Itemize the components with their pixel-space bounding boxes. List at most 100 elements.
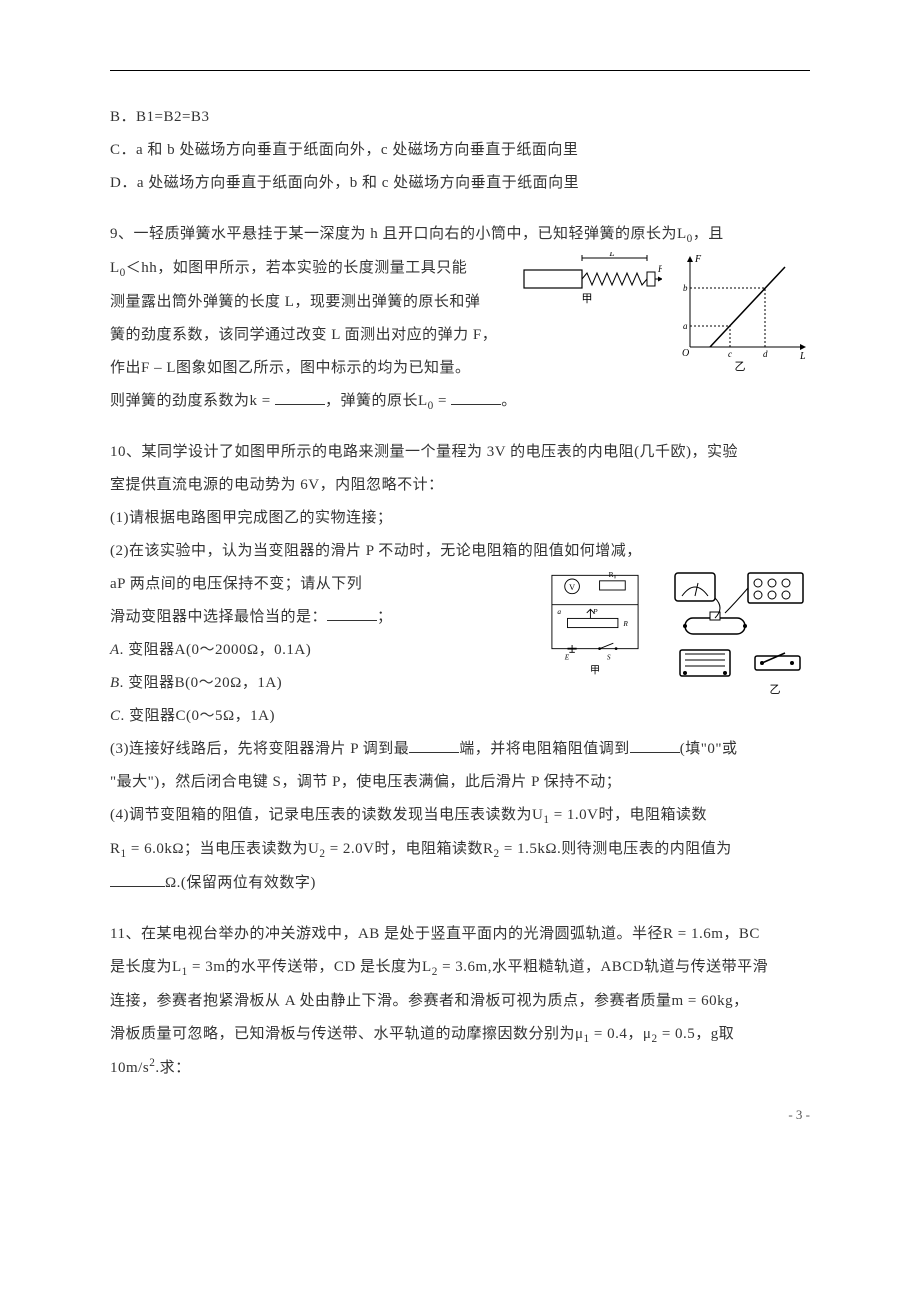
q10-p4a-mid: = 1.0V时，电阻箱读数	[549, 807, 707, 823]
q9-l2a: L	[110, 260, 120, 276]
q10-p2: (2)在该实验中，认为当变阻器的滑片 P 不动时，无论电阻箱的阻值如何增减，	[110, 535, 810, 568]
circuit-V: V	[569, 583, 575, 592]
graph-a: a	[683, 321, 688, 331]
q10-p4a: (4)调节变阻箱的阻值，记录电压表的读数发现当电压表读数为U1 = 1.0V时，…	[110, 799, 810, 833]
q9-figures: L F 甲	[522, 252, 810, 372]
q10-p3: (3)连接好线路后，先将变阻器滑片 P 调到最 端，并将电阻箱阻值调到 (填"0"或	[110, 733, 810, 766]
q10-mid2: 滑动变阻器中选择最恰当的是： ；	[110, 601, 530, 634]
circuit-P: P	[592, 607, 598, 616]
q9-intro-text: 9、一轻质弹簧水平悬挂于某一深度为 h 且开口向右的小筒中，已知轻弹簧的原长为L	[110, 226, 687, 242]
q10-blank-val	[630, 737, 680, 753]
q11-l1: 11、在某电视台举办的冲关游戏中，AB 是处于竖直平面内的光滑圆弧轨道。半径R …	[110, 918, 810, 951]
q9-fig-row: L F 甲	[522, 252, 810, 372]
q11-l5a: 10m/s	[110, 1060, 149, 1076]
q10-optA: AA. 变阻器A(0～2000Ω，0.1A). 变阻器A(0～2000Ω，0.1…	[110, 634, 530, 667]
q11-l2b: = 3m的水平传送带，CD 是长度为L	[188, 959, 432, 975]
graph-O: O	[682, 348, 689, 359]
q11-l4: 滑板质量可忽略，已知滑板与传送带、水平轨道的动摩擦因数分别为μ1 = 0.4，μ…	[110, 1018, 810, 1052]
q11-l4a: 滑板质量可忽略，已知滑板与传送带、水平轨道的动摩擦因数分别为μ	[110, 1026, 584, 1042]
option-B: B．B1=B2=B3	[110, 101, 810, 134]
graph-b: b	[683, 283, 688, 293]
graph-d: d	[763, 349, 768, 359]
q9-blank-L0	[451, 389, 501, 405]
q10-optB: B. 变阻器B(0～20Ω，1A)	[110, 667, 530, 700]
q11-l4c: = 0.5，g取	[658, 1026, 735, 1042]
q9-l6: 则弹簧的劲度系数为k = ，弹簧的原长L0 = 。	[110, 385, 810, 419]
q10-p4a-text: (4)调节变阻箱的阻值，记录电压表的读数发现当电压表读数为U	[110, 807, 543, 823]
q9-fig-jia-label: 甲	[582, 293, 593, 305]
q10-p4b-R: R	[110, 841, 121, 857]
q10-mid2a: 滑动变阻器中选择最恰当的是：	[110, 609, 327, 625]
q11-l2a: 是长度为L	[110, 959, 182, 975]
q11-l5-tail: .求：	[155, 1060, 190, 1076]
question-8-options: B．B1=B2=B3 C．a 和 b 处磁场方向垂直于纸面向外，c 处磁场方向垂…	[110, 101, 810, 200]
q10-p4b-tail: = 1.5kΩ.则待测电压表的内阻值为	[500, 841, 732, 857]
q10-mid1: aP 两点间的电压保持不变；请从下列	[110, 568, 530, 601]
q10-optC: C. 变阻器C(0～5Ω，1A)	[110, 700, 810, 733]
q11-l2: 是长度为L1 = 3m的水平传送带，CD 是长度为L2 = 3.6m,水平粗糙轨…	[110, 951, 810, 985]
q9-l6a: 则弹簧的劲度系数为k =	[110, 393, 275, 409]
q10-p4b: R1 = 6.0kΩ；当电压表读数为U2 = 2.0V时，电阻箱读数R2 = 1…	[110, 833, 810, 867]
graph-c: c	[728, 349, 732, 359]
q9-l6b: ，弹簧的原长L	[325, 393, 428, 409]
header-rule	[110, 70, 810, 71]
q10-p4b-mid2: = 2.0V时，电阻箱读数R	[325, 841, 493, 857]
q10-blank-rv	[110, 871, 165, 887]
q10-fig-jia-label: 甲	[590, 666, 600, 677]
q9-l3: 测量露出筒外弹簧的长度 L，现要测出弹簧的原长和弹	[110, 286, 512, 319]
q10-blank-rheostat	[327, 605, 377, 621]
q9-l5: 作出F – L图象如图乙所示，图中标示的均为已知量。	[110, 352, 512, 385]
q10-mid-row: aP 两点间的电压保持不变；请从下列 滑动变阻器中选择最恰当的是： ； AA. 变…	[110, 568, 810, 700]
question-10: 10、某同学设计了如图甲所示的电路来测量一个量程为 3V 的电压表的内电阻(几千…	[110, 436, 810, 900]
q10-l1: 10、某同学设计了如图甲所示的电路来测量一个量程为 3V 的电压表的内电阻(几千…	[110, 436, 810, 469]
option-D: D．a 处磁场方向垂直于纸面向外，b 和 c 处磁场方向垂直于纸面向里	[110, 167, 810, 200]
graph-fl-icon: O F L a b c d 乙	[670, 252, 810, 372]
page-number: - 3 -	[788, 1107, 810, 1123]
q9-l4: 簧的劲度系数，该同学通过改变 L 面测出对应的弹力 F，	[110, 319, 512, 352]
q11-l2c: = 3.6m,水平粗糙轨道，ABCD轨道与传送带平滑	[438, 959, 768, 975]
q10-p3a: (3)连接好线路后，先将变阻器滑片 P 调到最	[110, 741, 409, 757]
q9-intro: 9、一轻质弹簧水平悬挂于某一深度为 h 且开口向右的小筒中，已知轻弹簧的原长为L…	[110, 218, 810, 252]
q10-l2: 室提供直流电源的电动势为 6V，内阻忽略不计：	[110, 469, 810, 502]
q9-l2: L0＜hh，如图甲所示，若本实验的长度测量工具只能	[110, 252, 512, 286]
graph-F: F	[694, 254, 702, 265]
q10-fig-yi-label: 乙	[770, 683, 781, 696]
q10-mid2b: ；	[377, 609, 393, 625]
q10-p3d: "最大")，然后闭合电键 S，调节 P，使电压表满偏，此后滑片 P 保持不动；	[110, 766, 810, 799]
q9-l6c: =	[434, 393, 451, 409]
q9-l6d: 。	[501, 393, 517, 409]
q9-text-column: L0＜hh，如图甲所示，若本实验的长度测量工具只能 测量露出筒外弹簧的长度 L，…	[110, 252, 512, 385]
svg-text:F: F	[657, 264, 662, 274]
circuit-diagram-icon: V R₀ P R a E	[540, 568, 650, 678]
components-photo-icon: 乙	[670, 568, 810, 698]
question-9: 9、一轻质弹簧水平悬挂于某一深度为 h 且开口向右的小筒中，已知轻弹簧的原长为L…	[110, 218, 810, 418]
q11-l4b: = 0.4，μ	[590, 1026, 652, 1042]
spring-L-label: L	[608, 252, 614, 258]
q10-p4b-mid: = 6.0kΩ；当电压表读数为U	[127, 841, 320, 857]
circuit-R0: R₀	[609, 570, 617, 579]
q9-fig-yi-label: 乙	[735, 360, 746, 372]
q10-figures: V R₀ P R a E	[540, 568, 810, 698]
option-C: C．a 和 b 处磁场方向垂直于纸面向外，c 处磁场方向垂直于纸面向里	[110, 134, 810, 167]
exam-page: B．B1=B2=B3 C．a 和 b 处磁场方向垂直于纸面向外，c 处磁场方向垂…	[0, 0, 920, 1143]
q10-p4c-text: Ω.(保留两位有效数字)	[165, 875, 316, 891]
circuit-S: S	[607, 653, 611, 662]
q10-blank-end	[409, 737, 459, 753]
q9-blank-k	[275, 389, 325, 405]
q9-l2b: ＜hh，如图甲所示，若本实验的长度测量工具只能	[126, 260, 468, 276]
q10-p3c: (填"0"或	[680, 741, 738, 757]
q10-p4c: Ω.(保留两位有效数字)	[110, 867, 810, 900]
q10-text-column: aP 两点间的电压保持不变；请从下列 滑动变阻器中选择最恰当的是： ； AA. 变…	[110, 568, 530, 700]
circuit-E: E	[564, 653, 570, 662]
circuit-R: R	[622, 619, 628, 628]
q11-l5: 10m/s2.求：	[110, 1051, 810, 1085]
q10-p1: (1)请根据电路图甲完成图乙的实物连接；	[110, 502, 810, 535]
spring-diagram-icon: L F 甲	[522, 252, 662, 312]
question-11: 11、在某电视台举办的冲关游戏中，AB 是处于竖直平面内的光滑圆弧轨道。半径R …	[110, 918, 810, 1086]
circuit-a: a	[557, 607, 561, 616]
q9-intro-tail: ，且	[693, 226, 724, 242]
q10-p3b: 端，并将电阻箱阻值调到	[459, 741, 630, 757]
graph-L: L	[799, 351, 806, 362]
q11-l3: 连接，参赛者抱紧滑板从 A 处由静止下滑。参赛者和滑板可视为质点，参赛者质量m …	[110, 985, 810, 1018]
q9-body: L0＜hh，如图甲所示，若本实验的长度测量工具只能 测量露出筒外弹簧的长度 L，…	[110, 252, 810, 385]
